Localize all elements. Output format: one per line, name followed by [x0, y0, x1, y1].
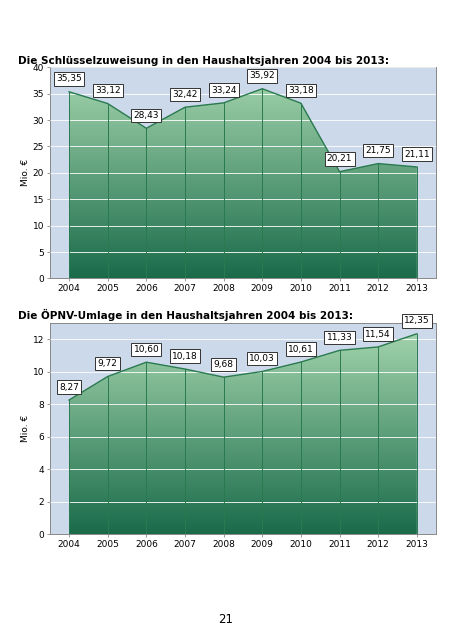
- Text: 8,27: 8,27: [59, 383, 79, 392]
- Text: 33,24: 33,24: [211, 86, 236, 95]
- Text: 10,60: 10,60: [133, 345, 159, 354]
- Text: Die Schlüsselzuweisung in den Haushaltsjahren 2004 bis 2013:: Die Schlüsselzuweisung in den Haushaltsj…: [18, 56, 388, 67]
- Text: 33,18: 33,18: [287, 86, 313, 95]
- Text: 33,12: 33,12: [95, 86, 120, 95]
- Text: 9,72: 9,72: [97, 359, 117, 368]
- Text: 21,75: 21,75: [364, 146, 390, 156]
- Text: 21: 21: [218, 613, 233, 626]
- Text: 10,03: 10,03: [249, 354, 275, 363]
- Text: 21,11: 21,11: [403, 150, 429, 159]
- Text: Die ÖPNV-Umlage in den Haushaltsjahren 2004 bis 2013:: Die ÖPNV-Umlage in den Haushaltsjahren 2…: [18, 308, 352, 321]
- Text: 10,61: 10,61: [287, 345, 313, 354]
- Text: 28,43: 28,43: [133, 111, 159, 120]
- Text: 32,42: 32,42: [172, 90, 197, 99]
- Text: 20,21: 20,21: [326, 154, 351, 163]
- Text: 35,35: 35,35: [56, 74, 82, 83]
- Text: 11,33: 11,33: [326, 333, 352, 342]
- Text: 10,18: 10,18: [172, 352, 198, 361]
- Y-axis label: Mio. €: Mio. €: [21, 159, 30, 186]
- Text: 12,35: 12,35: [403, 316, 429, 325]
- Text: 11,54: 11,54: [364, 330, 390, 339]
- Y-axis label: Mio. €: Mio. €: [21, 415, 30, 442]
- Text: 35,92: 35,92: [249, 72, 275, 81]
- Text: 9,68: 9,68: [213, 360, 233, 369]
